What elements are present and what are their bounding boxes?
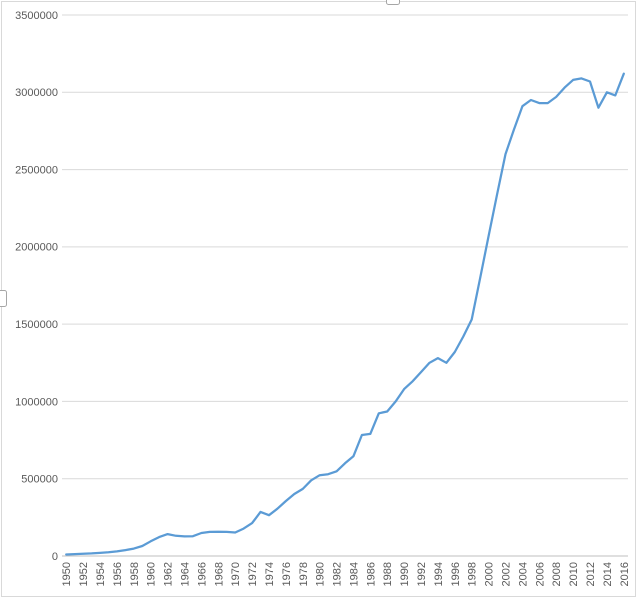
x-axis-tick-labels: 1950 1952 1954 1956 1958 1960 1962 1964 1966 1968… <box>61 562 631 586</box>
x-axis-tick-label: 1968 <box>213 562 225 586</box>
x-axis-tick-label: 2012 <box>585 562 597 586</box>
x-axis-tick-label: 1988 <box>382 562 394 586</box>
x-axis-tick-label: 1980 <box>315 562 327 586</box>
x-axis-tick-label: 1972 <box>247 562 259 586</box>
y-axis-tick-label: 0 <box>52 551 58 563</box>
x-axis-tick-label: 1962 <box>163 562 175 586</box>
x-axis-tick-label: 1950 <box>61 562 73 586</box>
x-axis-tick-label: 1952 <box>78 562 90 586</box>
x-axis-tick-label: 2002 <box>501 562 513 586</box>
x-axis-tick-label: 1976 <box>281 562 293 586</box>
x-axis-tick-label: 1954 <box>95 562 107 586</box>
y-axis-tick-label: 2000000 <box>15 242 58 254</box>
x-axis-tick-label: 2006 <box>534 562 546 586</box>
chart-border <box>1 1 636 597</box>
y-axis-tick-label: 1500000 <box>15 319 58 331</box>
chart-resize-handle-left[interactable] <box>0 290 7 307</box>
y-axis-tick-label: 3500000 <box>15 10 58 22</box>
x-axis-tick-label: 1994 <box>433 562 445 586</box>
x-axis-tick-label: 1960 <box>146 562 158 586</box>
x-axis-tick-label: 1966 <box>196 562 208 586</box>
x-axis-tick-label: 1970 <box>230 562 242 586</box>
y-axis-tick-labels: 3500000 3000000 2500000 2000000 1500000 10000… <box>15 10 58 563</box>
x-axis-tick-label: 1978 <box>298 562 310 586</box>
x-axis-tick-label: 1956 <box>112 562 124 586</box>
data-series-line <box>65 72 625 556</box>
y-axis-tick-label: 500000 <box>21 474 58 486</box>
x-axis-tick-label: 2014 <box>602 562 614 586</box>
x-axis-tick-label: 2010 <box>568 562 580 586</box>
x-axis-tick-label: 1992 <box>416 562 428 586</box>
x-axis-tick-label: 2008 <box>551 562 563 586</box>
x-axis-tick-label: 1990 <box>399 562 411 586</box>
y-axis-tick-label: 1000000 <box>15 396 58 408</box>
y-axis-tick-label: 3000000 <box>15 87 58 99</box>
x-axis-tick-label: 1964 <box>179 562 191 586</box>
x-axis-tick-label: 1996 <box>450 562 462 586</box>
chart-resize-handle-top[interactable] <box>386 0 400 5</box>
x-axis-tick-label: 1986 <box>365 562 377 586</box>
x-axis-tick-label: 2004 <box>517 562 529 586</box>
x-axis-tick-label: 1998 <box>467 562 479 586</box>
gridlines <box>62 14 628 480</box>
x-axis-tick-label: 1984 <box>348 562 360 586</box>
x-axis-tick-label: 1958 <box>129 562 141 586</box>
x-axis-tick-label: 2016 <box>619 562 631 586</box>
x-axis-tick-label: 2000 <box>484 562 496 586</box>
y-axis-tick-label: 2500000 <box>15 164 58 176</box>
x-axis-tick-label: 1982 <box>332 562 344 586</box>
x-axis-tick-label: 1974 <box>264 562 276 586</box>
